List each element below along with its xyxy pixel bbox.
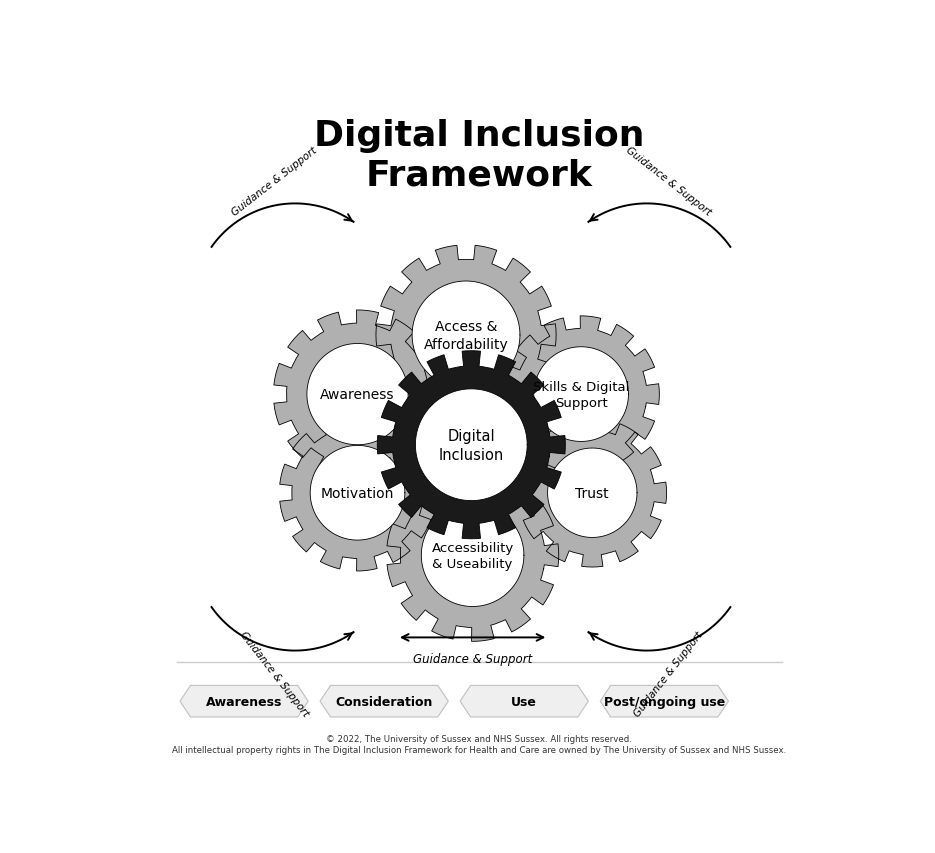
Polygon shape xyxy=(503,316,659,473)
Polygon shape xyxy=(600,686,728,717)
Text: Guidance & Support: Guidance & Support xyxy=(229,145,318,218)
Polygon shape xyxy=(422,504,524,606)
Text: Post/ongoing use: Post/ongoing use xyxy=(604,695,725,708)
Text: Motivation: Motivation xyxy=(321,486,395,500)
Text: Awareness: Awareness xyxy=(206,695,282,708)
Text: Guidance & Support: Guidance & Support xyxy=(237,630,310,718)
Polygon shape xyxy=(387,469,559,641)
Polygon shape xyxy=(320,686,448,717)
Polygon shape xyxy=(377,351,566,539)
Text: Consideration: Consideration xyxy=(336,695,433,708)
Polygon shape xyxy=(307,344,409,445)
Polygon shape xyxy=(548,449,637,538)
Text: Digital
Inclusion: Digital Inclusion xyxy=(439,428,504,462)
Text: Awareness: Awareness xyxy=(321,387,395,402)
Text: Trust: Trust xyxy=(575,486,609,500)
Text: Guidance & Support: Guidance & Support xyxy=(413,652,532,665)
Polygon shape xyxy=(310,446,405,541)
Text: Use: Use xyxy=(511,695,538,708)
Polygon shape xyxy=(280,415,436,572)
Text: Skills & Digital
Support: Skills & Digital Support xyxy=(533,380,629,409)
Polygon shape xyxy=(180,686,309,717)
Text: Guidance & Support: Guidance & Support xyxy=(624,145,712,218)
Text: Access &
Affordability: Access & Affordability xyxy=(424,320,509,351)
Text: Digital Inclusion
Framework: Digital Inclusion Framework xyxy=(314,119,644,192)
Text: © 2022, The University of Sussex and NHS Sussex. All rights reserved.
All intell: © 2022, The University of Sussex and NHS… xyxy=(172,734,786,754)
Polygon shape xyxy=(376,246,556,425)
Polygon shape xyxy=(460,686,588,717)
Polygon shape xyxy=(534,347,628,442)
Polygon shape xyxy=(518,419,667,567)
Polygon shape xyxy=(274,310,441,479)
Polygon shape xyxy=(415,389,527,501)
Text: Accessibility
& Useability: Accessibility & Useability xyxy=(431,541,513,570)
Polygon shape xyxy=(412,281,520,389)
Text: Guidance & Support: Guidance & Support xyxy=(632,630,704,718)
